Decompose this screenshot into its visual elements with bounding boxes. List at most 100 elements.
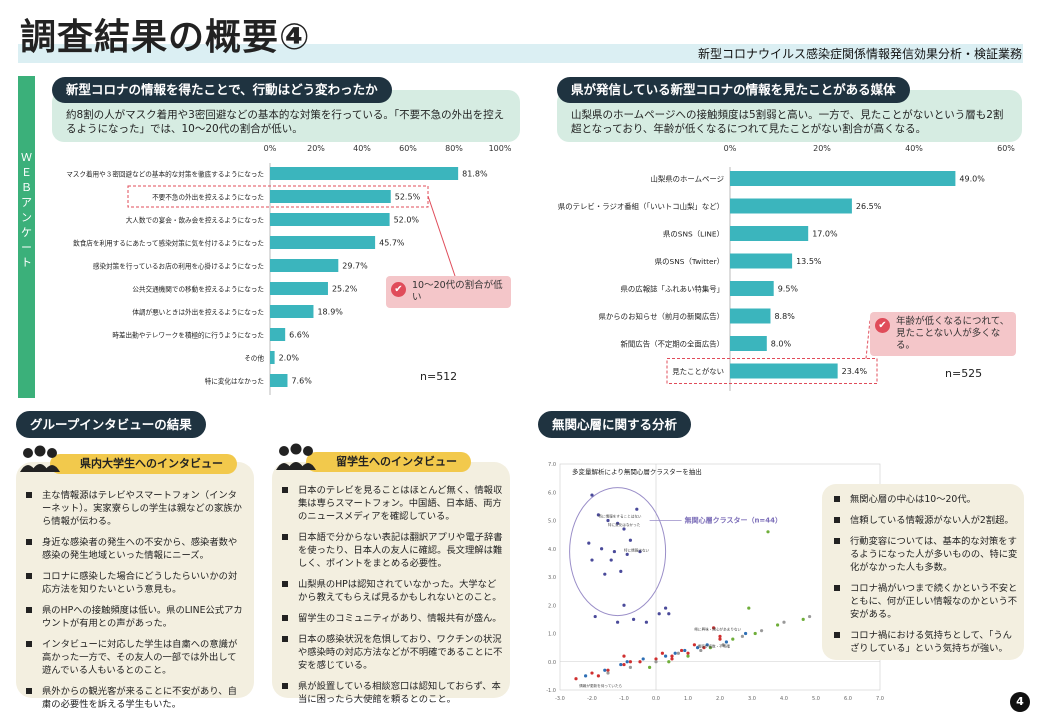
x-tick-label: 1.0 xyxy=(684,696,692,702)
media-callout: ✔ 年齢が低くなるにつれて、見たことない人が多くなる。 xyxy=(870,312,1016,356)
data-label: 2.0% xyxy=(279,354,300,363)
scatter-point xyxy=(628,538,632,542)
y-tick-label: -1.0 xyxy=(546,688,556,694)
x-tick-label: 40% xyxy=(353,144,371,153)
apathy-summary-box xyxy=(822,484,1024,660)
scatter-point xyxy=(667,612,671,616)
list-item: 県外からの観光客が来ることに不安があり、自粛の必要性を訴える学生もいた。 xyxy=(22,685,244,711)
point-label: 特に情報はない xyxy=(624,548,650,553)
behavior-heading: 新型コロナの情報を得たことで、行動はどう変わったか xyxy=(52,77,392,103)
scatter-point xyxy=(619,569,623,573)
bar xyxy=(270,374,288,387)
y-tick-label: 4.0 xyxy=(548,547,556,553)
scatter-point xyxy=(705,643,709,647)
media-heading: 県が発信している新型コロナの情報を見たことがある媒体 xyxy=(557,77,910,103)
scatter-point xyxy=(753,631,757,636)
scatter-point xyxy=(619,662,623,667)
people-icon xyxy=(276,443,316,470)
scatter-point xyxy=(676,651,680,655)
scatter-point xyxy=(782,620,786,624)
y-tick-label: 5.0 xyxy=(548,519,556,525)
scatter-point xyxy=(638,660,642,664)
scatter-point xyxy=(606,671,610,675)
bar xyxy=(730,308,771,324)
list-item: コロナに感染した場合にどうしたらいいかの対応方法を知りたいという意見も。 xyxy=(22,570,244,596)
scatter-point xyxy=(664,654,668,658)
check-icon: ✔ xyxy=(875,318,890,333)
x-tick-label: -2.0 xyxy=(587,696,597,702)
page-number: 4 xyxy=(1010,692,1030,712)
scatter-point xyxy=(696,646,700,650)
scatter-point xyxy=(638,549,642,554)
x-tick-label: 100% xyxy=(489,144,512,153)
data-label: 17.0% xyxy=(812,230,838,239)
bar xyxy=(270,282,328,295)
scatter-point xyxy=(680,648,684,653)
scatter-point xyxy=(603,572,607,576)
scatter-point xyxy=(686,651,690,655)
scatter-point xyxy=(670,657,674,661)
x-tick-label: 40% xyxy=(905,144,923,153)
point-label: 情報が更新を待っていたら xyxy=(579,683,622,688)
scatter-point xyxy=(635,507,639,511)
category-label: 山梨県のホームページ xyxy=(650,175,724,184)
behavior-description: 約8割の人がマスク着用や3密回避などの基本的な対策を行っている。「不要不急の外出… xyxy=(66,109,505,135)
category-label: 公共交通機関での移動を控えるようになった xyxy=(132,285,264,294)
scatter-point xyxy=(584,674,588,678)
data-label: 52.5% xyxy=(395,193,421,202)
category-label: 特に変化はなかった xyxy=(205,377,264,386)
scatter-point xyxy=(574,677,578,681)
scatter-point xyxy=(593,614,597,619)
scatter-point xyxy=(766,530,770,534)
data-label: 8.8% xyxy=(774,312,795,321)
data-label: 6.6% xyxy=(289,331,310,340)
scatter-point xyxy=(616,620,620,624)
web-survey-label: ＷＥＢアンケート xyxy=(21,151,32,269)
y-tick-label: 6.0 xyxy=(548,490,556,496)
x-tick-label: -1.0 xyxy=(619,696,629,702)
scatter-point xyxy=(590,493,594,497)
scatter-point xyxy=(692,643,696,647)
list-item: 行動変容については、基本的な対策をするようになった人が多いものの、特に変化がなか… xyxy=(830,535,1018,574)
scatter-point xyxy=(660,651,664,655)
scatter-point xyxy=(731,637,735,641)
scatter-point xyxy=(667,660,671,664)
scatter-point xyxy=(673,651,677,655)
page-title: 調査結果の概要④ xyxy=(20,17,311,58)
page-subtitle: 新型コロナウイルス感染症関係情報発信効果分析・検証業務 xyxy=(697,47,1022,61)
data-label: 52.0% xyxy=(394,216,420,225)
x-tick-label: 20% xyxy=(813,144,831,153)
scatter-title: 多変量解析により無関心層クラスターを抽出 xyxy=(572,467,702,476)
category-label: 県からのお知らせ（前月の新聞広告） xyxy=(599,312,725,321)
scatter-point xyxy=(622,662,626,667)
scatter-point xyxy=(628,665,632,669)
bar xyxy=(730,198,852,214)
media-callout-text: 年齢が低くなるにつれて、見たことない人が多くなる。 xyxy=(896,316,1010,351)
category-label: 時差出勤やテレワークを積極的に行うようになった xyxy=(112,331,264,340)
x-tick-label: 80% xyxy=(445,144,463,153)
scatter-point xyxy=(654,660,658,664)
foreign-interview-box xyxy=(272,462,510,698)
list-item: 県が設置している相談窓口は認知しておらず、本当に困ったら大使館を頼るとのこと。 xyxy=(278,680,504,706)
cluster-annotation: 無関心層クラスター（n=44） xyxy=(685,516,782,525)
web-survey-bar xyxy=(18,76,35,398)
scatter-point xyxy=(622,527,626,531)
point-label: 県に興味・関心があまりない xyxy=(694,627,741,632)
list-item: 留学生のコミュニティがあり、情報共有が盛ん。 xyxy=(278,612,504,625)
scatter-point xyxy=(808,614,812,619)
scatter-point xyxy=(683,648,687,653)
apathy-heading: 無関心層に関する分析 xyxy=(538,411,692,438)
list-item: コロナ禍がいつまで続くかという不安とともに、何が正しい情報なのかという不安がある… xyxy=(830,582,1018,621)
list-item: 身近な感染者の発生への不安から、感染者数や感染の発生地域といった情報にニーズ。 xyxy=(22,536,244,562)
scatter-point xyxy=(699,648,703,653)
scatter-point xyxy=(801,617,805,621)
bar xyxy=(270,259,339,272)
scatter-point xyxy=(712,626,716,630)
list-item: コロナ禍における気持ちとして、「うんざりしている」という気持ちが強い。 xyxy=(830,629,1018,655)
list-item: 日本の感染状況を危惧しており、ワクチンの状況や感染時の対応方法などが不明確である… xyxy=(278,633,504,672)
scatter-point xyxy=(641,657,645,661)
scatter-point xyxy=(644,620,648,624)
media-n-label: n=525 xyxy=(945,367,983,380)
scatter-point xyxy=(587,541,591,545)
list-item: 県のHPへの接触頻度は低い。県のLINE公式アカウントが有用との声があった。 xyxy=(22,604,244,630)
